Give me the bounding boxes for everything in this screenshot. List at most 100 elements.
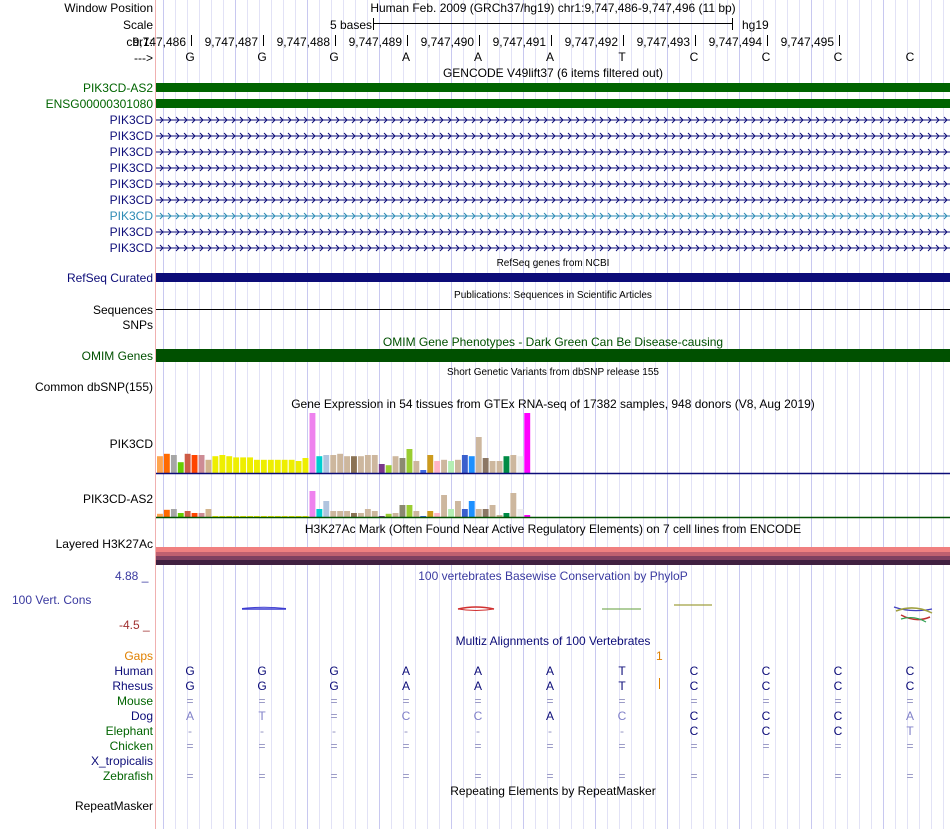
gtex-bar[interactable]: [177, 513, 184, 517]
gencode-exon[interactable]: [156, 83, 950, 92]
gtex-bar[interactable]: [302, 516, 309, 517]
gtex-bar[interactable]: [371, 511, 378, 517]
sequences-feature[interactable]: [156, 309, 950, 310]
species-label[interactable]: X_tropicalis: [90, 754, 153, 768]
gencode-label[interactable]: PIK3CD: [109, 225, 153, 239]
gtex-bar[interactable]: [184, 453, 191, 473]
gtex-bar[interactable]: [288, 516, 295, 517]
gtex-bar[interactable]: [496, 461, 503, 473]
gtex-bar[interactable]: [163, 509, 170, 517]
gtex-bar[interactable]: [281, 516, 288, 517]
gencode-label[interactable]: PIK3CD: [109, 145, 153, 159]
gtex-bar[interactable]: [399, 458, 406, 473]
gtex-bar[interactable]: [254, 459, 260, 473]
refseq-feature[interactable]: [156, 273, 950, 282]
gtex-bar[interactable]: [205, 459, 212, 473]
gencode-label[interactable]: PIK3CD: [109, 129, 153, 143]
gencode-label[interactable]: ENSG00000301080: [45, 97, 153, 111]
gtex-bar[interactable]: [517, 509, 524, 517]
gtex-bar[interactable]: [205, 509, 212, 517]
gtex-bar[interactable]: [337, 511, 344, 517]
omim-feature[interactable]: [156, 349, 950, 362]
gtex-bar[interactable]: [330, 455, 337, 473]
gtex-bar[interactable]: [330, 511, 337, 517]
gtex-bar[interactable]: [427, 455, 434, 473]
gtex-bar[interactable]: [441, 459, 447, 473]
gtex-bar[interactable]: [482, 458, 489, 473]
gtex-bar[interactable]: [288, 459, 295, 473]
gtex-bar[interactable]: [344, 511, 350, 517]
gtex-bar[interactable]: [461, 455, 468, 473]
gtex-bar[interactable]: [489, 461, 496, 473]
gtex-bar[interactable]: [337, 453, 344, 473]
gtex-bar[interactable]: [358, 456, 364, 473]
gtex-bar[interactable]: [157, 513, 163, 517]
gtex-bar[interactable]: [198, 513, 205, 517]
species-label[interactable]: Elephant: [105, 724, 153, 738]
gtex-bar[interactable]: [260, 459, 267, 473]
gtex-bar[interactable]: [413, 511, 420, 517]
gtex-bar[interactable]: [163, 453, 170, 473]
gtex-bar[interactable]: [378, 464, 385, 473]
species-label[interactable]: Dog: [130, 709, 153, 723]
gencode-label[interactable]: PIK3CD: [109, 177, 153, 191]
gencode-intron[interactable]: [156, 211, 950, 221]
gencode-label[interactable]: PIK3CD: [109, 113, 153, 127]
gtex-bar[interactable]: [378, 516, 385, 517]
gencode-label[interactable]: PIK3CD-AS2: [82, 81, 153, 95]
gtex-bar[interactable]: [233, 516, 240, 517]
gencode-intron[interactable]: [156, 147, 950, 157]
gencode-intron[interactable]: [156, 163, 950, 173]
gtex-bar[interactable]: [434, 461, 441, 473]
gtex-bar[interactable]: [226, 516, 233, 517]
gencode-intron[interactable]: [156, 131, 950, 141]
gtex-bar[interactable]: [455, 459, 461, 473]
gtex-bar[interactable]: [295, 461, 302, 473]
gtex-bar[interactable]: [184, 511, 191, 517]
gtex-bar[interactable]: [385, 513, 392, 517]
gencode-exon[interactable]: [156, 99, 950, 108]
species-label[interactable]: Zebrafish: [102, 769, 153, 783]
gtex-bar[interactable]: [219, 516, 226, 517]
gtex-bar[interactable]: [517, 456, 524, 473]
gtex-bar[interactable]: [461, 509, 468, 517]
gtex-bar[interactable]: [351, 513, 357, 517]
species-label[interactable]: Rhesus: [112, 679, 153, 693]
species-label[interactable]: Chicken: [109, 739, 153, 753]
gtex-bar[interactable]: [392, 456, 399, 473]
gencode-intron[interactable]: [156, 179, 950, 189]
gtex-label-pik3cd[interactable]: PIK3CD: [109, 437, 153, 451]
gtex-bar[interactable]: [316, 509, 323, 517]
gtex-bar[interactable]: [226, 456, 233, 473]
gtex-bar[interactable]: [233, 457, 240, 473]
gtex-bar[interactable]: [240, 516, 247, 517]
gtex-bar[interactable]: [281, 459, 288, 473]
gtex-bar[interactable]: [267, 459, 274, 473]
phylop-label[interactable]: 100 Vert. Cons: [12, 593, 92, 607]
gtex-bar[interactable]: [489, 505, 496, 517]
gencode-label[interactable]: PIK3CD: [109, 193, 153, 207]
gtex-bar-chart[interactable]: [156, 412, 950, 520]
gtex-bar[interactable]: [254, 516, 260, 517]
gtex-bar[interactable]: [260, 516, 267, 517]
gtex-bar[interactable]: [406, 449, 413, 473]
gtex-bar[interactable]: [247, 516, 253, 517]
gtex-bar[interactable]: [267, 516, 274, 517]
gtex-bar[interactable]: [364, 509, 371, 517]
omim-label[interactable]: OMIM Genes: [81, 349, 153, 363]
gtex-bar[interactable]: [420, 516, 427, 517]
gtex-bar[interactable]: [496, 515, 503, 517]
gtex-bar[interactable]: [198, 455, 205, 473]
gtex-bar[interactable]: [170, 455, 177, 473]
species-label[interactable]: Mouse: [116, 694, 153, 708]
gtex-bar[interactable]: [177, 462, 184, 473]
gencode-intron[interactable]: [156, 227, 950, 237]
h3k27ac-label[interactable]: Layered H3K27Ac: [55, 537, 153, 551]
gencode-intron[interactable]: [156, 115, 950, 125]
gtex-bar[interactable]: [371, 455, 378, 473]
gtex-bar[interactable]: [510, 455, 517, 473]
gtex-bar[interactable]: [191, 513, 198, 517]
gtex-bar[interactable]: [274, 459, 281, 473]
gtex-bar[interactable]: [274, 516, 281, 517]
